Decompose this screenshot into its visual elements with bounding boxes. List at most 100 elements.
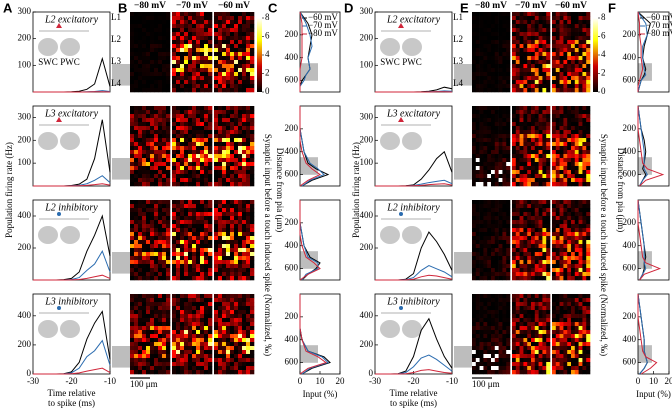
heatmap-cell [472, 220, 477, 225]
heatmap-cell [555, 260, 560, 265]
heatmap-cell [494, 142, 499, 147]
heatmap-cell [204, 48, 209, 53]
heatmap-cell [218, 298, 223, 303]
heatmap-cell [154, 150, 159, 155]
heatmap-cell [180, 370, 185, 375]
heatmap-cell [494, 216, 499, 221]
heatmap-cell [180, 24, 185, 29]
heatmap-cell [479, 326, 484, 331]
heatmap-cell [188, 358, 193, 363]
heatmap-cell [571, 204, 576, 209]
heatmap-cell [527, 134, 532, 139]
heatmap-cell [158, 232, 163, 237]
heatmap-cell [226, 302, 231, 307]
heatmap-cell [138, 88, 143, 93]
heatmap-cell [188, 146, 193, 151]
heatmap-cell [238, 80, 243, 85]
heatmap-cell [563, 182, 568, 187]
heatmap-cell [542, 122, 547, 127]
heatmap [214, 294, 255, 375]
heatmap-cell [538, 342, 543, 347]
heatmap-cell [574, 118, 579, 123]
heatmap-cell [184, 224, 189, 229]
heatmap-cell [238, 158, 243, 163]
heatmap-cell [546, 146, 551, 151]
heatmap-cell [142, 72, 147, 77]
heatmap-cell [230, 326, 235, 331]
heatmap-cell [502, 146, 507, 151]
heatmap-cell [134, 154, 139, 159]
heatmap-cell [519, 236, 524, 241]
heatmap-cell [138, 244, 143, 249]
heatmap-cell [555, 32, 560, 37]
heatmap-cell [502, 248, 507, 253]
heatmap-cell [491, 84, 496, 89]
heatmap-cell [204, 350, 209, 355]
heatmap-cell [176, 322, 181, 327]
heatmap-cell [567, 28, 572, 33]
heatmap-cell [180, 342, 185, 347]
heatmap-cell [567, 178, 572, 183]
heatmap-cell [542, 350, 547, 355]
y-axis-label: Population firing rate (Hz) [4, 142, 14, 238]
heatmap-cell [150, 64, 155, 69]
heatmap-cell [574, 170, 579, 175]
heatmap-cell [582, 220, 587, 225]
heatmap-cell [475, 154, 480, 159]
heatmap-cell [479, 220, 484, 225]
heatmap-cell [246, 138, 251, 143]
heatmap-cell [192, 106, 197, 111]
heatmap-cell [523, 130, 528, 135]
heatmap-cell [506, 84, 511, 89]
heatmap-cell [519, 158, 524, 163]
heatmap-cell [242, 264, 247, 269]
heatmap-cell [574, 224, 579, 229]
heatmap-cell [196, 350, 201, 355]
heatmap-cell [531, 256, 536, 261]
heatmap-cell [234, 158, 239, 163]
heatmap-cell [146, 216, 151, 221]
heatmap-cell [487, 138, 492, 143]
heatmap-cell [222, 314, 227, 319]
heatmap-cell [242, 20, 247, 25]
heatmap-cell [523, 48, 528, 53]
heatmap-cell [498, 28, 503, 33]
heatmap-cell [130, 318, 135, 323]
heatmap-cell [571, 166, 576, 171]
heatmap-cell [563, 260, 568, 265]
heatmap-cell [176, 24, 181, 29]
heatmap-cell [502, 76, 507, 81]
heatmap-cell [154, 342, 159, 347]
heatmap-cell [208, 150, 213, 155]
heatmap-cell [498, 72, 503, 77]
heatmap-cell [230, 200, 235, 205]
heatmap-cell [238, 330, 243, 335]
heatmap-cell [166, 240, 171, 245]
heatmap-cell [200, 72, 205, 77]
heatmap-cell [162, 174, 167, 179]
y-tick-label: 400 [623, 240, 637, 250]
heatmap-cell [222, 256, 227, 261]
heatmap-cell [188, 126, 193, 131]
series-line [637, 105, 648, 187]
heatmap-cell [192, 20, 197, 25]
heatmap-cell [208, 370, 213, 375]
heatmap-cell [538, 16, 543, 21]
heatmap-cell [154, 220, 159, 225]
heatmap-cell [146, 294, 151, 299]
heatmap-cell [552, 84, 557, 89]
heatmap-cell [180, 142, 185, 147]
heatmap-cell [479, 174, 484, 179]
heatmap-cell [571, 276, 576, 281]
heatmap-cell [150, 342, 155, 347]
heatmap-cell [158, 358, 163, 363]
heatmap-cell [512, 260, 517, 265]
heatmap-cell [150, 264, 155, 269]
heatmap-cell [222, 252, 227, 257]
x-axis-label: Time relative [390, 388, 438, 398]
heatmap-cell [483, 318, 488, 323]
heatmap-cell [184, 12, 189, 17]
heatmap-cell [214, 114, 219, 119]
heatmap-cell [214, 216, 219, 221]
heatmap-cell [172, 126, 177, 131]
